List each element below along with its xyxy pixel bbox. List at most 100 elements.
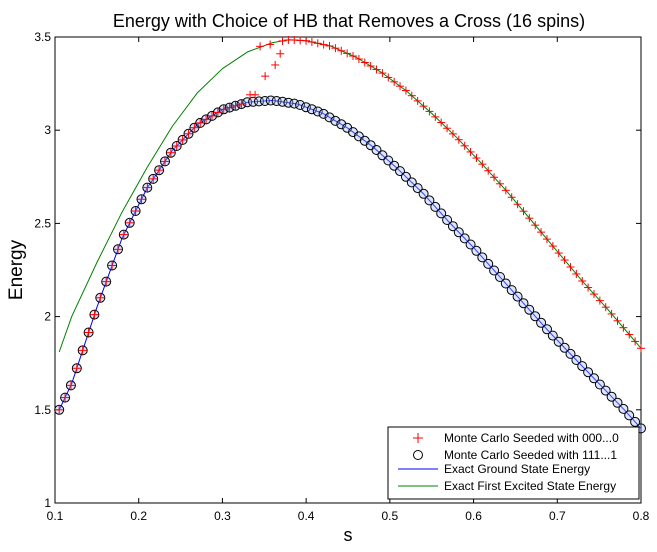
circle-marker [542, 324, 552, 335]
x-axis-label: s [344, 525, 353, 545]
plus-marker [472, 154, 481, 163]
plus-marker [572, 270, 581, 279]
circle-marker [295, 100, 306, 110]
plus-marker [360, 58, 369, 67]
plus-marker [325, 41, 334, 50]
circle-marker [571, 355, 582, 365]
circle-marker [589, 373, 599, 384]
plus-marker [307, 38, 316, 47]
plus-marker [413, 96, 422, 105]
plus-marker [354, 55, 363, 64]
circle-marker [459, 233, 470, 244]
circle-marker [430, 201, 441, 212]
plus-marker [113, 245, 122, 254]
circle-marker [612, 397, 623, 408]
plus-marker [72, 364, 81, 373]
plus-marker [172, 142, 181, 151]
plus-marker [237, 100, 246, 109]
plus-marker [119, 230, 128, 239]
plus-marker [607, 309, 616, 318]
x-tick-label: 0.7 [549, 509, 566, 523]
circle-marker [324, 112, 335, 123]
plus-marker [437, 118, 446, 127]
plus-marker [96, 293, 105, 302]
plus-marker [276, 49, 285, 58]
plus-marker [78, 346, 87, 355]
circle-marker [330, 115, 341, 126]
circle-marker [559, 342, 570, 353]
plus-marker [55, 405, 64, 414]
plus-marker [466, 147, 475, 156]
legend-label-excited: Exact First Excited State Energy [444, 479, 616, 493]
plot-area-frame [54, 36, 642, 504]
plus-marker [108, 261, 117, 270]
plus-marker [443, 124, 452, 133]
y-tick-label: 2.5 [34, 216, 51, 230]
plus-marker [372, 65, 381, 74]
plus-marker [454, 135, 463, 144]
plus-marker [484, 166, 493, 175]
circle-marker [477, 252, 488, 263]
circle-marker [406, 177, 417, 188]
circle-marker [547, 330, 558, 341]
plus-marker [637, 344, 645, 353]
plus-marker [337, 46, 346, 55]
plus-marker [160, 157, 169, 166]
plus-marker [266, 40, 275, 49]
plus-marker [490, 173, 499, 182]
circle-marker [471, 245, 482, 256]
x-tick-label: 0.3 [214, 509, 231, 523]
x-tick-label: 0.6 [465, 509, 482, 523]
plus-marker [207, 111, 216, 120]
plus-marker [102, 277, 111, 286]
circle-marker [624, 410, 635, 421]
plus-marker [431, 112, 440, 121]
plus-marker [149, 174, 158, 183]
plus-marker [519, 207, 528, 216]
plus-marker [202, 115, 211, 124]
plus-marker [478, 160, 487, 169]
circle-marker [606, 391, 617, 402]
plus-marker [213, 108, 222, 117]
circle-marker [424, 195, 435, 206]
circle-marker [524, 304, 535, 315]
circle-marker [565, 348, 576, 359]
plus-marker [584, 283, 593, 292]
plus-marker [271, 60, 280, 69]
plus-marker [178, 135, 187, 144]
plus-marker [601, 303, 610, 312]
plus-marker [278, 36, 287, 45]
plus-marker [184, 129, 193, 138]
circle-marker [483, 258, 494, 269]
circle-marker [453, 227, 464, 238]
y-tick-label: 3 [44, 123, 51, 137]
plus-marker [331, 44, 340, 53]
circle-marker [630, 416, 641, 427]
plus-marker [396, 82, 405, 91]
plus-marker [66, 381, 75, 390]
circle-marker [306, 104, 317, 115]
plus-marker [625, 330, 634, 339]
plus-marker [378, 69, 387, 78]
plus-marker [137, 195, 146, 204]
plus-marker [566, 263, 575, 272]
plus-marker [548, 242, 557, 251]
plus-marker [125, 218, 134, 227]
circle-marker [506, 285, 517, 296]
circle-marker [553, 336, 564, 347]
plus-marker [507, 193, 516, 202]
plus-marker [407, 91, 416, 100]
circle-marker [500, 278, 511, 289]
plus-marker [513, 200, 522, 209]
plus-marker [531, 221, 540, 230]
plus-marker [384, 73, 393, 82]
circle-marker [618, 403, 629, 414]
plus-marker [319, 40, 328, 49]
plus-marker [419, 102, 428, 111]
plus-marker [560, 256, 569, 265]
circle-marker [577, 361, 588, 372]
circle-marker [312, 106, 323, 117]
circle-marker [395, 166, 405, 177]
plus-marker [542, 235, 551, 244]
